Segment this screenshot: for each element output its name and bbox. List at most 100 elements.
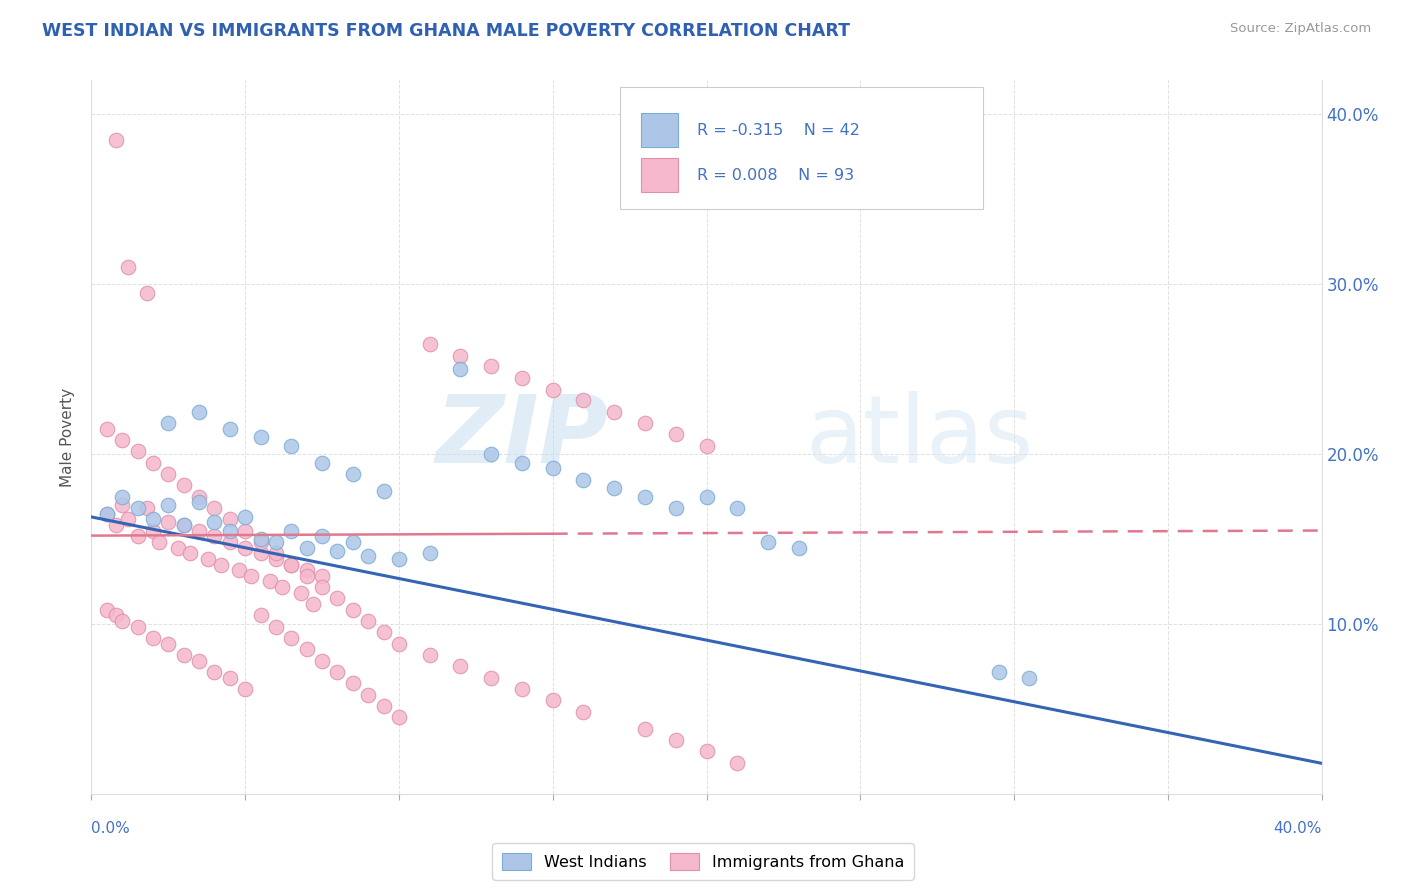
Point [127, 501, 149, 516]
Point [218, 421, 240, 435]
Point [188, 524, 211, 538]
Point [142, 511, 165, 525]
Point [479, 671, 502, 685]
Point [264, 620, 287, 634]
Point [696, 744, 718, 758]
Point [510, 370, 533, 384]
Point [142, 456, 165, 470]
Point [157, 467, 180, 482]
Point [756, 535, 779, 549]
Point [373, 484, 395, 499]
Point [301, 597, 323, 611]
Point [311, 654, 333, 668]
Point [127, 620, 149, 634]
Point [233, 541, 256, 555]
Point [197, 552, 219, 566]
Point [111, 614, 134, 628]
Point [127, 443, 149, 458]
Point [218, 671, 240, 685]
Point [449, 659, 471, 673]
Point [271, 580, 294, 594]
Point [188, 654, 211, 668]
Point [249, 546, 271, 560]
Point [290, 586, 312, 600]
Text: ZIP: ZIP [436, 391, 607, 483]
Point [295, 642, 318, 657]
Point [373, 698, 395, 713]
Point [665, 501, 688, 516]
Point [188, 494, 211, 508]
Point [218, 535, 240, 549]
Point [264, 546, 287, 560]
Point [634, 490, 657, 504]
Point [157, 515, 180, 529]
Point [280, 631, 302, 645]
Text: R = -0.315    N = 42: R = -0.315 N = 42 [696, 123, 859, 137]
Point [696, 490, 718, 504]
Point [342, 535, 364, 549]
Point [449, 349, 471, 363]
Point [572, 473, 595, 487]
Point [357, 549, 380, 563]
Point [228, 563, 250, 577]
Point [111, 490, 134, 504]
Point [572, 706, 595, 720]
Text: 40.0%: 40.0% [1274, 822, 1322, 836]
Point [342, 676, 364, 690]
Text: WEST INDIAN VS IMMIGRANTS FROM GHANA MALE POVERTY CORRELATION CHART: WEST INDIAN VS IMMIGRANTS FROM GHANA MAL… [42, 22, 851, 40]
Point [264, 552, 287, 566]
Point [419, 648, 441, 662]
Point [166, 541, 188, 555]
Point [419, 336, 441, 351]
Point [233, 524, 256, 538]
Point [603, 404, 626, 418]
Point [249, 608, 271, 623]
Point [665, 732, 688, 747]
Point [311, 569, 333, 583]
Point [173, 477, 195, 491]
Point [295, 563, 318, 577]
Point [787, 541, 810, 555]
Point [725, 756, 748, 771]
Point [173, 648, 195, 662]
Point [1018, 671, 1040, 685]
Point [157, 498, 180, 512]
Point [326, 591, 349, 606]
Point [479, 359, 502, 373]
Point [249, 430, 271, 444]
Point [209, 558, 232, 572]
Text: R = 0.008    N = 93: R = 0.008 N = 93 [696, 168, 853, 183]
Point [280, 558, 302, 572]
Point [202, 515, 225, 529]
Point [280, 524, 302, 538]
Point [479, 447, 502, 461]
Point [987, 665, 1010, 679]
Point [240, 569, 263, 583]
Point [357, 689, 380, 703]
Text: 0.0%: 0.0% [91, 822, 131, 836]
Point [111, 434, 134, 448]
Point [388, 637, 411, 651]
Point [311, 580, 333, 594]
FancyBboxPatch shape [620, 87, 983, 209]
Text: atlas: atlas [804, 391, 1033, 483]
Point [117, 260, 139, 275]
Point [188, 490, 211, 504]
Point [96, 507, 118, 521]
Point [96, 603, 118, 617]
Point [311, 528, 333, 542]
Point [264, 535, 287, 549]
Point [280, 439, 302, 453]
Point [233, 510, 256, 524]
Point [96, 421, 118, 435]
Point [249, 535, 271, 549]
Point [665, 426, 688, 441]
Point [295, 541, 318, 555]
Point [202, 501, 225, 516]
Point [634, 723, 657, 737]
FancyBboxPatch shape [641, 158, 678, 193]
Point [510, 456, 533, 470]
Point [202, 528, 225, 542]
Point [179, 546, 201, 560]
Text: Source: ZipAtlas.com: Source: ZipAtlas.com [1230, 22, 1371, 36]
